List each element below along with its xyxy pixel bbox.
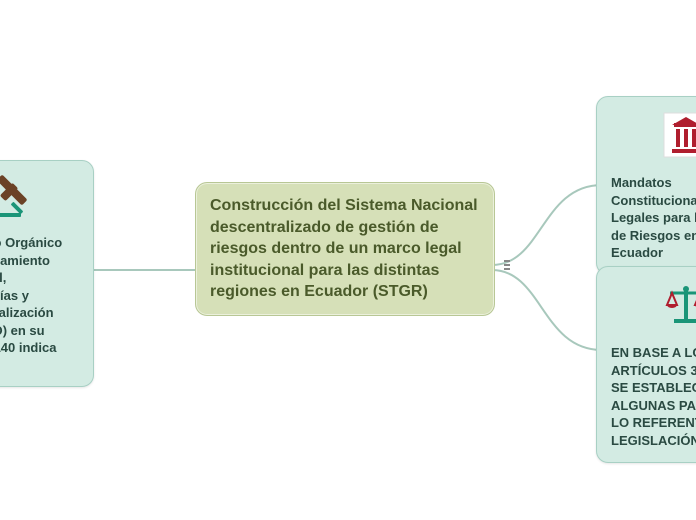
connector-right-bottom <box>492 265 602 365</box>
node-left-cootad[interactable]: El código Orgánico de Ordenamiento Terri… <box>0 160 94 387</box>
connector-right-top <box>492 170 602 270</box>
connector-left <box>90 250 196 290</box>
node-right-bottom-articulos[interactable]: EN BASE A LOS ARTÍCULOS 389 Y 390 SE EST… <box>596 266 696 463</box>
scales-icon <box>611 279 696 336</box>
node-center[interactable]: Construcción del Sistema Nacional descen… <box>195 182 495 316</box>
node-left-text: El código Orgánico de Ordenamiento Terri… <box>0 234 79 374</box>
pillar-icon <box>611 109 696 166</box>
node-right-bottom-text: EN BASE A LOS ARTÍCULOS 389 Y 390 SE EST… <box>611 344 696 450</box>
expand-handle-icon[interactable] <box>504 260 510 270</box>
node-right-top-text: Mandatos Constitucionales y Legales para… <box>611 174 696 262</box>
node-center-text: Construcción del Sistema Nacional descen… <box>210 195 480 303</box>
gavel-icon <box>0 173 79 226</box>
node-right-top-mandatos[interactable]: Mandatos Constitucionales y Legales para… <box>596 96 696 275</box>
